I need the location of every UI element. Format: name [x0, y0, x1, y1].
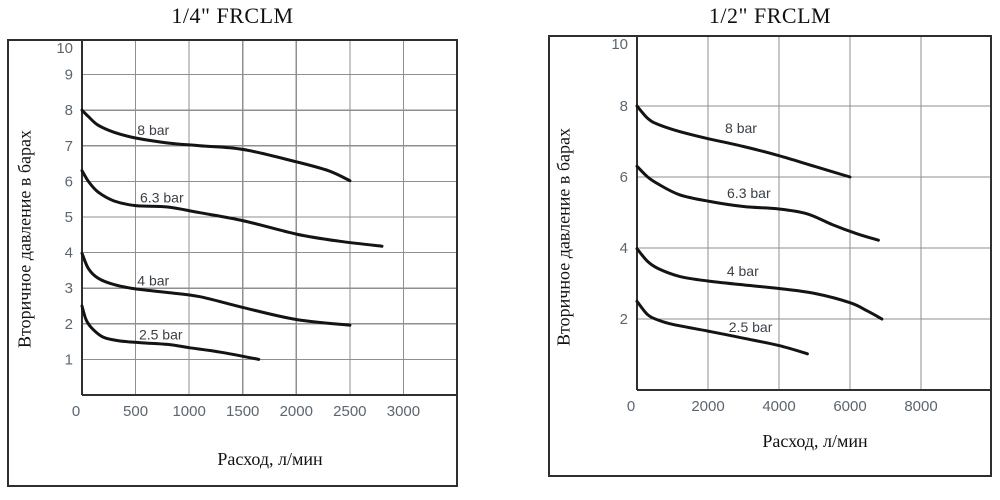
x-tick-label: 4000	[762, 398, 795, 415]
series-curve	[80, 169, 384, 248]
y-axis-label: Вторичное давление в барах	[14, 130, 35, 348]
chart-title: 1/2" FRCLM	[708, 3, 832, 28]
chart-frame: 8 bar 6.3 bar 4 bar 2.5 bar 2 4 6 8 10 0 2000 4000 6…	[548, 35, 992, 477]
chart-quarter-inch-frclm: 1/4" FRCLM 8 bar 6.3 bar 4 bar 2.5 bar 1 2 3 4 5…	[7, 3, 458, 489]
x-tick-label: 0	[72, 403, 80, 420]
y-tick-label: 10	[56, 40, 73, 57]
x-tick-label: 6000	[833, 398, 866, 415]
chart-border	[7, 39, 458, 487]
series-label: 6.3 bar	[140, 189, 184, 205]
y-tick-label: 1	[65, 351, 73, 368]
x-axis-label: Расход, л/мин	[762, 431, 868, 451]
series-label: 2.5 bar	[729, 319, 773, 335]
y-tick-label: 2	[65, 316, 73, 333]
y-tick-label: 8	[620, 98, 628, 115]
plot-canvas: 8 bar 6.3 bar 4 bar 2.5 bar 1 2 3 4 5 6 7 8 9 10 0 500 1…	[7, 39, 458, 487]
series-label: 4 bar	[727, 263, 759, 279]
y-tick-label: 4	[620, 240, 628, 257]
series-label: 8 bar	[725, 120, 757, 136]
series-curve	[635, 104, 852, 179]
x-tick-label: 1500	[226, 403, 259, 420]
series-curve	[635, 164, 880, 242]
x-tick-label: 2500	[333, 403, 366, 420]
series-curve	[80, 108, 352, 183]
x-tick-label: 500	[123, 403, 148, 420]
y-tick-label: 8	[65, 102, 73, 119]
series-label: 8 bar	[137, 122, 169, 138]
x-axis-label: Расход, л/мин	[217, 449, 323, 469]
series-curve	[635, 247, 884, 321]
chart-frame: 8 bar 6.3 bar 4 bar 2.5 bar 1 2 3 4 5 6 7 8 9 10 0 500 1…	[7, 39, 458, 487]
series-curve	[80, 251, 352, 327]
y-tick-label: 4	[65, 245, 73, 262]
y-tick-label: 5	[65, 209, 73, 226]
x-tick-label: 8000	[904, 398, 937, 415]
series-label: 2.5 bar	[139, 326, 183, 342]
series-curve	[635, 299, 809, 356]
y-tick-label: 2	[620, 311, 628, 328]
y-tick-label: 6	[620, 169, 628, 186]
y-axis-label: Вторичное давление в барах	[553, 128, 574, 346]
series-curve	[80, 304, 261, 361]
series-label: 4 bar	[137, 272, 169, 288]
x-tick-label: 0	[627, 398, 635, 415]
plot-canvas: 8 bar 6.3 bar 4 bar 2.5 bar 2 4 6 8 10 0 2000 4000 6…	[548, 35, 992, 477]
y-tick-label: 6	[65, 173, 73, 190]
series-label: 6.3 bar	[727, 185, 771, 201]
y-tick-label: 10	[611, 36, 628, 53]
x-tick-label: 2000	[691, 398, 724, 415]
y-tick-label: 3	[65, 280, 73, 297]
x-tick-label: 3000	[387, 403, 420, 420]
chart-half-inch-frclm: 1/2" FRCLM 8 bar 6.3 bar 4 bar 2.5 bar 2 4 6 8 1…	[548, 3, 992, 477]
chart-border	[548, 35, 992, 477]
x-tick-label: 1000	[172, 403, 205, 420]
x-tick-label: 2000	[280, 403, 313, 420]
y-tick-label: 7	[65, 138, 73, 155]
y-tick-label: 9	[65, 67, 73, 84]
chart-title: 1/4" FRCLM	[171, 3, 294, 28]
